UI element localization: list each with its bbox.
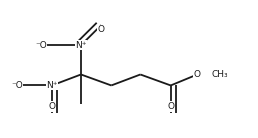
Text: ⁻O: ⁻O <box>11 81 23 90</box>
Text: O: O <box>194 70 201 79</box>
Text: N⁺: N⁺ <box>75 41 87 50</box>
Text: O: O <box>167 102 174 111</box>
Text: O: O <box>98 25 105 34</box>
Text: ⁻O: ⁻O <box>35 41 47 50</box>
Text: O: O <box>194 70 201 79</box>
Text: O: O <box>49 102 55 111</box>
Text: CH₃: CH₃ <box>211 70 228 79</box>
Text: N⁺: N⁺ <box>46 81 58 90</box>
